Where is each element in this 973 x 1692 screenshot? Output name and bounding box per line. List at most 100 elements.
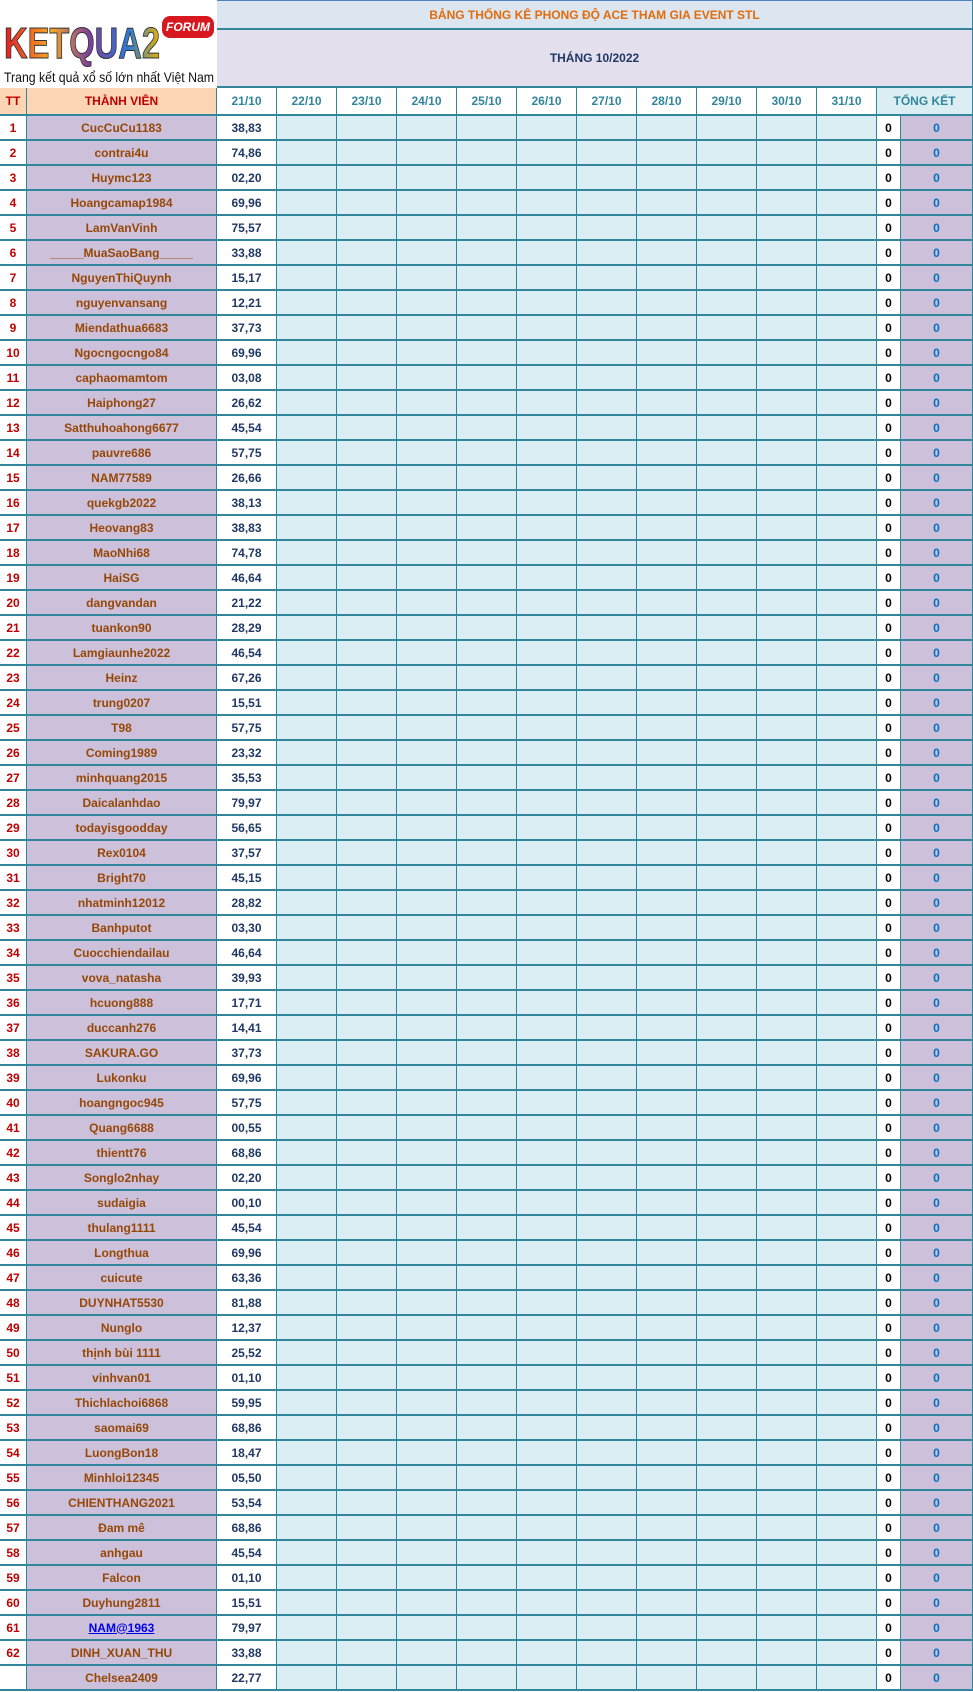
- empty-cell: [517, 1666, 577, 1691]
- empty-cell: [817, 966, 877, 991]
- empty-cell: [457, 1041, 517, 1066]
- empty-cell: [517, 716, 577, 741]
- empty-cell: [517, 316, 577, 341]
- empty-cell: [457, 566, 517, 591]
- empty-cell: [697, 1466, 757, 1491]
- empty-cell: [697, 1341, 757, 1366]
- header-cell: 31/10: [817, 88, 877, 116]
- empty-cell: [757, 941, 817, 966]
- empty-cell: [637, 291, 697, 316]
- member-name: Daicalanhdao: [27, 791, 217, 816]
- empty-cell: [457, 766, 517, 791]
- total: 0: [877, 1291, 901, 1316]
- member-name: Coming1989: [27, 741, 217, 766]
- empty-cell: [277, 416, 337, 441]
- empty-cell: [277, 216, 337, 241]
- empty-cell: [577, 1316, 637, 1341]
- empty-cell: [397, 1191, 457, 1216]
- empty-cell: [277, 466, 337, 491]
- empty-cell: [697, 1391, 757, 1416]
- member-name[interactable]: NAM@1963: [27, 1616, 217, 1641]
- row-number: 44: [0, 1191, 27, 1216]
- empty-cell: [817, 766, 877, 791]
- empty-cell: [697, 1166, 757, 1191]
- empty-cell: [817, 516, 877, 541]
- row-number: 60: [0, 1591, 27, 1616]
- empty-cell: [817, 1191, 877, 1216]
- header-cell: 26/10: [517, 88, 577, 116]
- empty-cell: [397, 1141, 457, 1166]
- empty-cell: [637, 666, 697, 691]
- empty-cell: [517, 166, 577, 191]
- empty-cell: [397, 891, 457, 916]
- empty-cell: [397, 1041, 457, 1066]
- empty-cell: [697, 891, 757, 916]
- empty-cell: [697, 1066, 757, 1091]
- empty-cell: [577, 291, 637, 316]
- score: 57,75: [217, 716, 277, 741]
- member-name: DINH_XUAN_THU: [27, 1641, 217, 1666]
- empty-cell: [577, 866, 637, 891]
- empty-cell: [697, 116, 757, 141]
- empty-cell: [457, 591, 517, 616]
- total: 0: [901, 591, 973, 616]
- empty-cell: [757, 1616, 817, 1641]
- row-number: 48: [0, 1291, 27, 1316]
- empty-cell: [457, 1491, 517, 1516]
- empty-cell: [817, 216, 877, 241]
- empty-cell: [277, 1441, 337, 1466]
- empty-cell: [817, 1341, 877, 1366]
- empty-cell: [577, 316, 637, 341]
- empty-cell: [697, 1616, 757, 1641]
- row-number: 45: [0, 1216, 27, 1241]
- empty-cell: [277, 1566, 337, 1591]
- score: 05,50: [217, 1466, 277, 1491]
- score: 46,54: [217, 641, 277, 666]
- total: 0: [877, 316, 901, 341]
- empty-cell: [757, 1441, 817, 1466]
- header-cell: THÀNH VIÊN: [27, 88, 217, 116]
- empty-cell: [397, 766, 457, 791]
- member-name: HaiSG: [27, 566, 217, 591]
- empty-cell: [757, 866, 817, 891]
- empty-cell: [517, 241, 577, 266]
- empty-cell: [637, 966, 697, 991]
- total: 0: [877, 141, 901, 166]
- total: 0: [901, 691, 973, 716]
- member-name: Hoangcamap1984: [27, 191, 217, 216]
- empty-cell: [697, 441, 757, 466]
- empty-cell: [817, 666, 877, 691]
- empty-cell: [757, 1141, 817, 1166]
- empty-cell: [817, 1641, 877, 1666]
- total: 0: [877, 1466, 901, 1491]
- empty-cell: [457, 791, 517, 816]
- empty-cell: [337, 1416, 397, 1441]
- member-name: anhgau: [27, 1541, 217, 1566]
- empty-cell: [577, 1616, 637, 1641]
- member-name: Cuocchiendailau: [27, 941, 217, 966]
- empty-cell: [577, 1041, 637, 1066]
- score: 17,71: [217, 991, 277, 1016]
- empty-cell: [277, 1191, 337, 1216]
- empty-cell: [517, 1016, 577, 1041]
- score: 12,37: [217, 1316, 277, 1341]
- empty-cell: [757, 541, 817, 566]
- member-name: thulang1111: [27, 1216, 217, 1241]
- empty-cell: [397, 1541, 457, 1566]
- empty-cell: [757, 1591, 817, 1616]
- empty-cell: [757, 1341, 817, 1366]
- empty-cell: [277, 1641, 337, 1666]
- empty-cell: [337, 566, 397, 591]
- empty-cell: [397, 691, 457, 716]
- empty-cell: [457, 641, 517, 666]
- total: 0: [877, 1016, 901, 1041]
- empty-cell: [637, 1541, 697, 1566]
- empty-cell: [577, 1091, 637, 1116]
- total: 0: [877, 716, 901, 741]
- score: 33,88: [217, 241, 277, 266]
- empty-cell: [277, 1266, 337, 1291]
- member-name: CucCuCu1183: [27, 116, 217, 141]
- empty-cell: [397, 1166, 457, 1191]
- empty-cell: [817, 1566, 877, 1591]
- empty-cell: [697, 1266, 757, 1291]
